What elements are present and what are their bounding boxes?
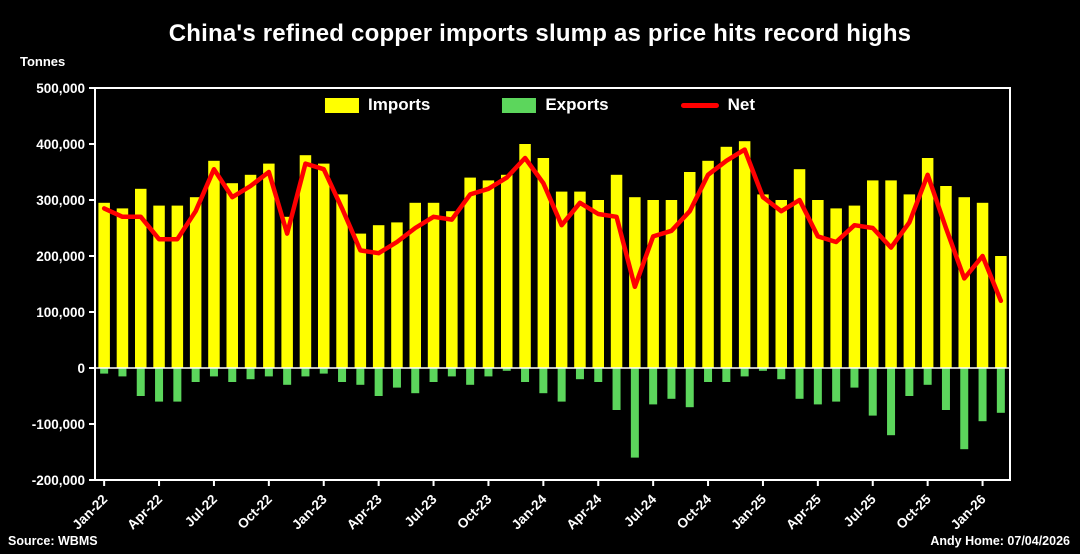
svg-text:Apr-25: Apr-25 xyxy=(783,491,824,532)
svg-text:Jan-26: Jan-26 xyxy=(948,491,989,532)
svg-text:Jul-23: Jul-23 xyxy=(401,491,440,530)
svg-text:100,000: 100,000 xyxy=(36,305,85,320)
svg-text:Jan-24: Jan-24 xyxy=(509,491,550,532)
svg-text:Apr-22: Apr-22 xyxy=(124,492,165,533)
source-credit: Source: WBMS xyxy=(8,534,98,548)
svg-text:Apr-24: Apr-24 xyxy=(564,491,605,532)
svg-text:Oct-22: Oct-22 xyxy=(235,492,275,532)
exports-legend-label: Exports xyxy=(545,95,609,114)
net-swatch-icon xyxy=(680,102,719,108)
author-credit: Andy Home: 07/04/2026 xyxy=(930,534,1070,548)
svg-text:Jan-23: Jan-23 xyxy=(289,491,330,532)
imports-swatch-icon xyxy=(324,97,359,113)
svg-text:Jul-22: Jul-22 xyxy=(182,492,220,530)
svg-text:Jan-25: Jan-25 xyxy=(728,491,769,532)
exports-swatch-icon xyxy=(502,97,537,113)
y-axis-unit-label: Tonnes xyxy=(20,54,66,69)
svg-text:-200,000: -200,000 xyxy=(32,473,85,488)
svg-text:0: 0 xyxy=(77,361,85,376)
chart-title: China's refined copper imports slump as … xyxy=(168,20,912,47)
svg-text:Apr-23: Apr-23 xyxy=(344,491,385,532)
legend-item-exports: Exports xyxy=(502,95,609,115)
svg-text:Jan-22: Jan-22 xyxy=(69,492,110,533)
imports-legend-label: Imports xyxy=(367,95,431,114)
svg-text:Oct-23: Oct-23 xyxy=(454,491,495,532)
svg-text:200,000: 200,000 xyxy=(36,249,85,264)
legend-item-net: Net xyxy=(680,95,756,115)
svg-text:Jul-25: Jul-25 xyxy=(841,491,880,530)
svg-text:400,000: 400,000 xyxy=(36,137,85,152)
net-legend-label: Net xyxy=(727,95,756,114)
svg-text:Oct-25: Oct-25 xyxy=(893,491,934,532)
svg-text:500,000: 500,000 xyxy=(36,81,85,96)
legend-item-imports: Imports xyxy=(324,95,431,115)
legend: Imports Exports Net xyxy=(324,95,756,115)
svg-text:Oct-24: Oct-24 xyxy=(674,491,715,532)
svg-text:-100,000: -100,000 xyxy=(32,417,85,432)
svg-text:Jul-24: Jul-24 xyxy=(621,491,660,530)
svg-text:300,000: 300,000 xyxy=(36,193,85,208)
